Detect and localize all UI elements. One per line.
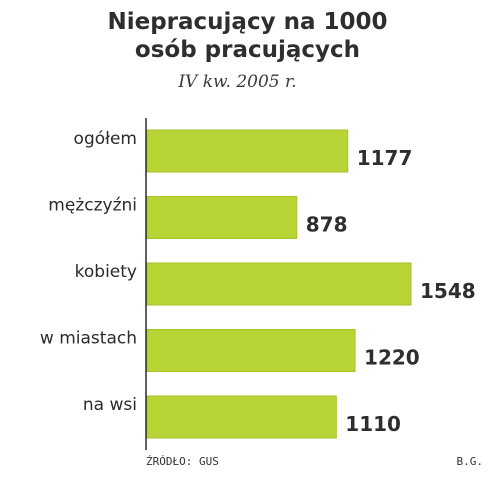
bar-1 (146, 196, 298, 239)
category-label-3: w miastach (40, 329, 137, 349)
value-label-4: 1110 (345, 412, 401, 436)
bar-2 (146, 262, 412, 306)
bar-3 (146, 329, 356, 372)
value-label-3: 1220 (364, 346, 420, 370)
author-credit: B.G. (456, 455, 484, 468)
value-label-2: 1548 (420, 279, 476, 303)
category-label-2: kobiety (75, 262, 137, 282)
value-label-1: 878 (306, 213, 348, 237)
chart-subtitle: IV kw. 2005 r. (178, 72, 297, 92)
category-label-1: mężczyźni (48, 196, 137, 216)
chart-title-line-2: osób pracujących (134, 37, 361, 63)
chart-title: Niepracujący na 1000 osób pracujących (0, 8, 495, 64)
category-label-4: na wsi (83, 395, 137, 415)
bar-4 (146, 395, 337, 439)
value-label-0: 1177 (357, 146, 413, 170)
category-label-0: ogółem (74, 129, 137, 149)
chart-title-line-1: Niepracujący na 1000 (107, 9, 388, 35)
source-note: ŹRÓDŁO: GUS (146, 455, 219, 468)
bar-0 (146, 129, 349, 173)
